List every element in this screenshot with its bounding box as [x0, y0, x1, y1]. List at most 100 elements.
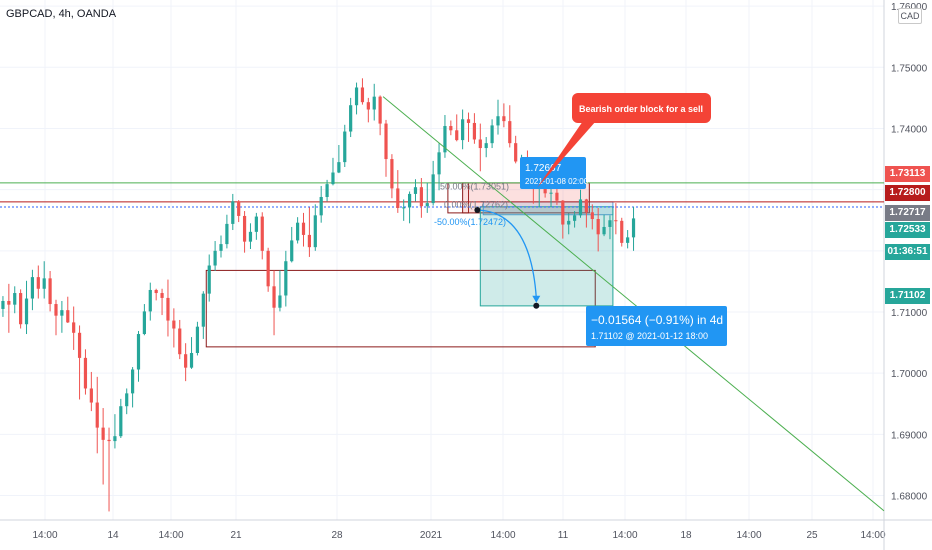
candle-body: [425, 203, 429, 207]
target-point-marker[interactable]: [533, 302, 540, 309]
candle-body: [608, 220, 612, 227]
candle-body: [278, 295, 282, 308]
candle-body: [584, 199, 588, 213]
fib-level-label: 0.00%(1.72762): [444, 199, 508, 209]
price-tick-label: 1.68000: [891, 492, 928, 503]
candle-body: [66, 310, 70, 323]
candle-body: [160, 293, 164, 298]
candle-body: [290, 240, 294, 262]
price-tick-label: 1.76000: [891, 2, 928, 13]
time-tick-label: 18: [680, 530, 692, 541]
candle-body: [272, 286, 276, 308]
candle-body: [390, 159, 394, 189]
time-tick-label: 14:00: [158, 530, 183, 541]
candle-body: [549, 192, 553, 194]
candle-body: [154, 289, 158, 294]
candle-body: [201, 293, 205, 327]
candle-body: [313, 215, 317, 248]
trend-line[interactable]: [382, 96, 885, 512]
entry-tooltip-price: 1.72667: [525, 163, 562, 174]
candle-body: [561, 200, 565, 225]
time-tick-label: 14:00: [860, 530, 885, 541]
candle-body: [195, 326, 200, 353]
candle-body: [626, 237, 630, 243]
candle-body: [266, 250, 270, 287]
candle-body: [36, 277, 40, 289]
candle-body: [301, 222, 306, 235]
candle-body: [466, 119, 471, 123]
price-tick-label: 1.69000: [891, 430, 928, 441]
candle-body: [178, 328, 182, 355]
candle-body: [148, 289, 152, 312]
candle-body: [372, 96, 376, 110]
candle-body: [461, 119, 465, 141]
candle-body: [237, 201, 241, 216]
candle-body: [472, 122, 477, 140]
price-tick-label: 1.75000: [891, 63, 928, 74]
candle-body: [573, 215, 577, 221]
candle-body: [189, 352, 194, 368]
candle-body: [48, 278, 52, 305]
callout-bubble[interactable]: [572, 93, 711, 123]
entry-tooltip[interactable]: [520, 157, 586, 189]
candle-body: [455, 130, 459, 141]
candle-body: [54, 304, 58, 316]
time-tick-label: 25: [806, 530, 818, 541]
candle-body: [136, 334, 141, 370]
candle-body: [343, 131, 347, 163]
candle-body: [419, 187, 423, 207]
candle-body: [514, 143, 518, 162]
candle-body: [354, 87, 359, 106]
time-tick-label: 14:00: [612, 530, 637, 541]
callout-text: Bearish order block for a sell: [579, 104, 703, 114]
candle-body: [77, 332, 82, 358]
candle-body: [89, 388, 93, 403]
candle-body: [213, 250, 217, 266]
order-block-box[interactable]: [479, 206, 614, 307]
candle-body: [207, 265, 211, 294]
candle-body: [366, 102, 370, 110]
projection-arc[interactable]: [477, 209, 537, 298]
time-tick-label: 14:00: [490, 530, 515, 541]
candle-body: [378, 96, 382, 124]
price-tick-label: 1.71000: [891, 308, 928, 319]
target-tooltip-time: 1.71102 @ 2021-01-12 18:00: [591, 331, 708, 341]
candle-body: [7, 300, 11, 305]
fib-level-label: 50.00%(1.73051): [440, 182, 509, 192]
candle-body: [307, 234, 311, 248]
candle-body: [331, 172, 335, 185]
time-tick-label: 14:00: [32, 530, 57, 541]
candle-body: [260, 216, 264, 251]
candle-body: [396, 188, 400, 208]
fib-level-label: -50.00%(1.72472): [434, 217, 506, 227]
currency-button[interactable]: CAD: [898, 8, 922, 24]
candle-body: [349, 105, 353, 132]
candle-body: [184, 354, 188, 368]
candle-body: [484, 143, 488, 149]
price-badge: 1.72533: [885, 222, 930, 238]
candle-body: [602, 226, 606, 235]
time-tick-label: 28: [331, 530, 343, 541]
symbol-title[interactable]: GBPCAD, 4h, OANDA: [6, 8, 117, 20]
candle-body: [19, 293, 23, 325]
entry-point-marker[interactable]: [474, 207, 481, 214]
candle-body: [225, 223, 229, 245]
candle-body: [431, 174, 435, 204]
candle-body: [248, 231, 253, 242]
time-tick-label: 14: [107, 530, 119, 541]
candle-body: [413, 187, 418, 194]
candle-body: [284, 261, 288, 296]
candle-body: [172, 320, 176, 329]
candle-body: [620, 220, 624, 243]
candle-body: [125, 393, 129, 407]
candle-body: [113, 436, 117, 442]
candle-body: [437, 152, 441, 175]
price-badge: 1.71102: [885, 288, 930, 304]
target-tooltip[interactable]: [586, 306, 727, 346]
candle-body: [407, 193, 412, 208]
candle-body: [95, 402, 99, 428]
candle-body: [30, 277, 35, 299]
